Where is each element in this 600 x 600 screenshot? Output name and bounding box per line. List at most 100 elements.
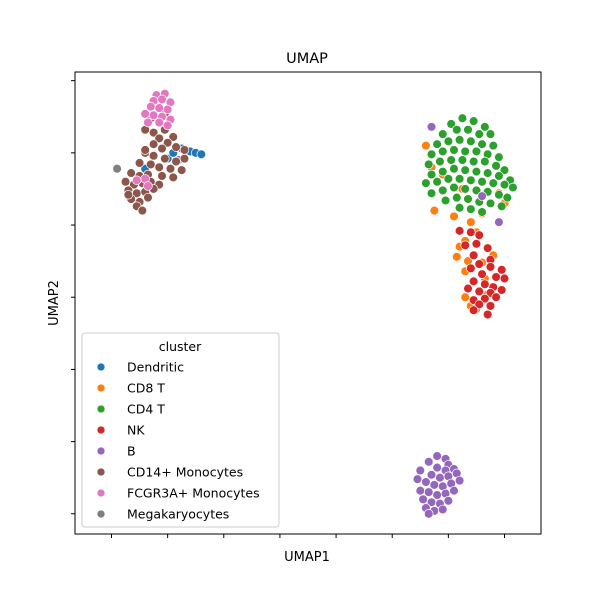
point-b bbox=[418, 494, 428, 505]
point-nk bbox=[480, 279, 490, 289]
legend-label-b: B bbox=[127, 444, 136, 459]
point-cd4-t bbox=[421, 178, 431, 188]
point-b bbox=[449, 485, 459, 496]
point-b bbox=[443, 496, 454, 506]
point-cd4-t bbox=[468, 116, 479, 126]
point-cd4-t bbox=[460, 146, 470, 157]
x-axis-label: UMAP1 bbox=[284, 550, 330, 565]
point-nk bbox=[474, 286, 484, 297]
point-cd4-t bbox=[471, 146, 482, 157]
point-cd4-t bbox=[485, 129, 496, 139]
point-nk bbox=[485, 301, 496, 311]
point-cd4-t bbox=[454, 174, 465, 184]
point-nk bbox=[468, 250, 479, 261]
point-cd4-t bbox=[426, 169, 437, 180]
scatter-points bbox=[112, 88, 518, 519]
point-cd4-t bbox=[485, 198, 496, 209]
point-cd4-t bbox=[496, 201, 507, 212]
point-cd4-t bbox=[423, 159, 434, 170]
point-fcgr3a-monocytes bbox=[154, 103, 164, 113]
point-nk bbox=[496, 285, 507, 295]
point-cd4-t bbox=[446, 155, 456, 165]
point-b bbox=[432, 490, 442, 500]
point-cd4-t bbox=[499, 165, 510, 175]
point-fcgr3a-monocytes bbox=[132, 175, 142, 186]
point-b bbox=[423, 509, 434, 519]
legend-title: cluster bbox=[159, 339, 202, 354]
point-cd4-t bbox=[494, 189, 504, 200]
point-cd14-monocytes bbox=[146, 159, 156, 170]
legend-label-fcgr3a-monocytes: FCGR3A+ Monocytes bbox=[127, 486, 260, 501]
point-cd4-t bbox=[474, 129, 484, 139]
point-b bbox=[432, 462, 442, 473]
point-cd8-t bbox=[452, 252, 462, 262]
point-cd14-monocytes bbox=[148, 139, 159, 149]
point-nk bbox=[466, 227, 476, 238]
point-cd4-t bbox=[457, 113, 468, 123]
point-cd14-monocytes bbox=[168, 132, 179, 142]
point-cd4-t bbox=[443, 136, 454, 147]
point-cd4-t bbox=[482, 168, 493, 178]
legend-label-megakaryocytes: Megakaryocytes bbox=[127, 507, 229, 522]
point-cd4-t bbox=[466, 204, 476, 214]
point-cd14-monocytes bbox=[160, 153, 170, 164]
point-nk bbox=[491, 272, 501, 282]
legend-marker-cd14-monocytes bbox=[96, 467, 106, 477]
legend-label-cd8-t: CD8 T bbox=[127, 381, 165, 396]
point-cd4-t bbox=[471, 185, 482, 196]
axis-ticks bbox=[71, 80, 506, 538]
point-cd4-t bbox=[426, 188, 437, 199]
point-cd14-monocytes bbox=[134, 158, 145, 168]
point-b bbox=[412, 474, 423, 484]
point-b bbox=[429, 480, 440, 490]
point-cd14-monocytes bbox=[148, 150, 159, 161]
point-cd14-monocytes bbox=[179, 145, 190, 155]
point-b bbox=[426, 470, 437, 480]
point-nk bbox=[468, 305, 479, 315]
point-fcgr3a-monocytes bbox=[148, 110, 159, 121]
point-cd14-monocytes bbox=[126, 168, 136, 178]
point-b bbox=[421, 477, 431, 487]
point-nk bbox=[471, 239, 482, 249]
legend-marker-nk bbox=[96, 425, 106, 435]
point-fcgr3a-monocytes bbox=[162, 104, 173, 115]
point-cd4-t bbox=[488, 140, 499, 151]
point-cd4-t bbox=[443, 174, 454, 184]
point-cd4-t bbox=[454, 202, 465, 213]
point-b bbox=[423, 457, 434, 467]
point-cd14-monocytes bbox=[154, 133, 164, 144]
point-b bbox=[437, 504, 448, 515]
point-cd14-monocytes bbox=[171, 142, 181, 152]
point-b bbox=[432, 451, 442, 461]
point-cd4-t bbox=[437, 129, 448, 139]
point-cd14-monocytes bbox=[137, 205, 148, 216]
point-b bbox=[477, 191, 487, 201]
point-cd4-t bbox=[437, 166, 448, 177]
point-cd14-monocytes bbox=[143, 192, 153, 203]
point-fcgr3a-monocytes bbox=[146, 101, 156, 112]
point-cd4-t bbox=[454, 135, 465, 145]
point-nk bbox=[466, 263, 476, 274]
point-cd14-monocytes bbox=[157, 171, 167, 181]
point-cd4-t bbox=[460, 165, 470, 175]
point-nk bbox=[482, 309, 493, 320]
point-cd4-t bbox=[477, 176, 487, 187]
point-nk bbox=[499, 273, 510, 284]
point-cd4-t bbox=[502, 192, 513, 203]
point-cd14-monocytes bbox=[157, 143, 167, 154]
point-cd4-t bbox=[468, 156, 479, 167]
legend-marker-cd8-t bbox=[96, 383, 106, 393]
plot-frame bbox=[74, 71, 542, 535]
point-cd4-t bbox=[499, 179, 510, 190]
point-nk bbox=[496, 265, 507, 275]
point-cd4-t bbox=[477, 207, 487, 217]
point-cd14-monocytes bbox=[120, 176, 131, 187]
point-nk bbox=[491, 292, 501, 302]
point-b bbox=[415, 485, 426, 496]
point-cd14-monocytes bbox=[168, 172, 179, 183]
point-fcgr3a-monocytes bbox=[162, 120, 173, 131]
point-nk bbox=[474, 299, 484, 310]
point-cd14-monocytes bbox=[140, 145, 150, 155]
point-cd8-t bbox=[466, 217, 476, 227]
